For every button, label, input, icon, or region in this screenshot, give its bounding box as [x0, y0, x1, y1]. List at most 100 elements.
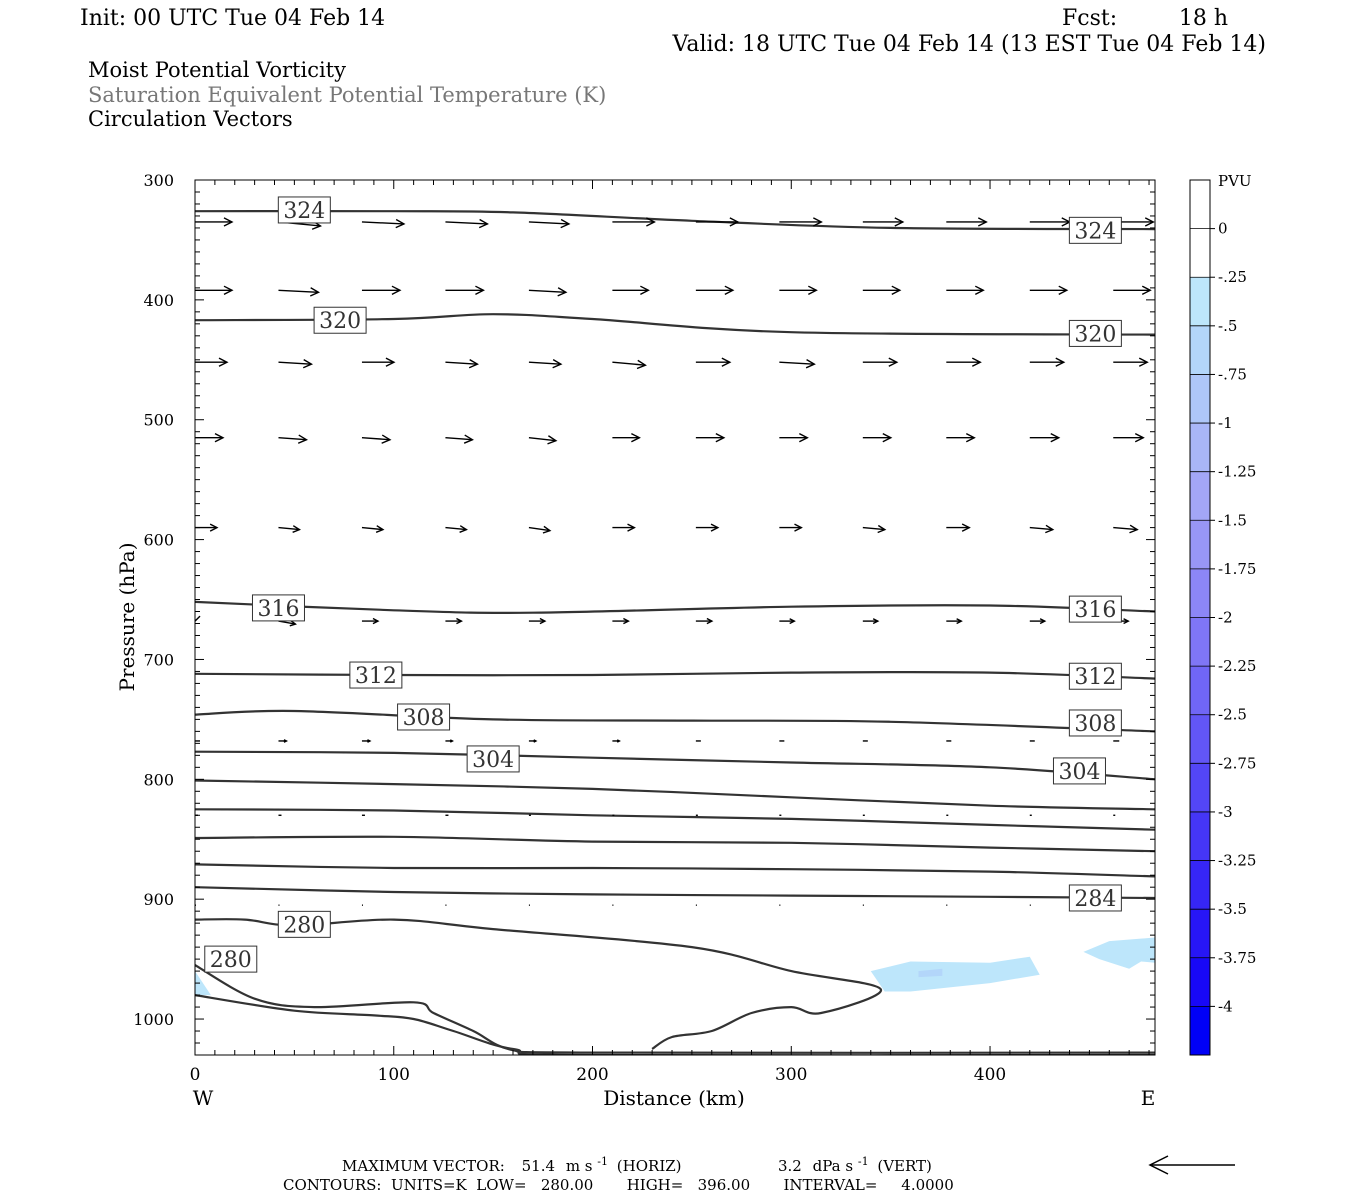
circulation-vector	[361, 617, 380, 625]
colorbar-title: PVU	[1218, 172, 1252, 190]
contour-label-text: 312	[1074, 665, 1116, 690]
circulation-vector	[862, 524, 887, 534]
x-tick-label: 300	[775, 1065, 807, 1085]
circulation-vector	[528, 525, 552, 534]
circulation-vector	[779, 432, 809, 443]
colorbar-swatch	[1190, 860, 1210, 910]
pv-colorbar: 0 -.25 -.5 -.75 -1 -1.25 -1.5 -1.75 -2 -2.25 -2.5 -…	[1189, 179, 1256, 1056]
contour-label-text: 312	[355, 664, 397, 689]
pv-shading-layer	[195, 937, 1155, 996]
west-label: W	[193, 1086, 214, 1110]
circulation-vector	[278, 287, 321, 297]
circulation-vector	[862, 285, 902, 295]
circulation-vector	[862, 217, 905, 227]
contour-label: 280	[277, 910, 331, 938]
circulation-vector	[779, 285, 818, 295]
colorbar-swatch	[1190, 520, 1210, 570]
colorbar-swatch	[1190, 811, 1210, 862]
init-time-label: Init: 00 UTC Tue 04 Feb 14	[80, 6, 385, 31]
circulation-vector	[612, 285, 650, 295]
circulation-vector	[445, 617, 463, 625]
colorbar-tick-label: -.5	[1218, 317, 1237, 335]
max-vector-label: MAXIMUM VECTOR:	[342, 1157, 505, 1175]
circulation-vector	[361, 434, 392, 444]
circulation-vector	[445, 218, 489, 229]
colorbar-tick-label: -3	[1218, 803, 1233, 821]
colorbar-swatch	[1190, 277, 1210, 327]
circulation-vector	[528, 359, 563, 369]
contour-label-text: 304	[1058, 760, 1100, 785]
circulation-vector	[361, 218, 406, 229]
colorbar-tick-label: -.75	[1218, 365, 1247, 383]
forecast-label: Fcst:	[1062, 6, 1117, 31]
circulation-vector	[278, 619, 297, 627]
theta-es-contour-280	[195, 918, 882, 1050]
y-tick-label: 800	[143, 770, 174, 789]
circulation-vector	[445, 434, 474, 444]
circulation-vector	[1029, 618, 1047, 625]
theta-es-contour-line-13	[195, 994, 1155, 1054]
circulation-vector	[1113, 524, 1139, 534]
circulation-vector	[528, 287, 568, 297]
svg-text:3.2 dPa s -1: 3.2 dPa s -1 (VERT)	[778, 1151, 932, 1175]
contour-label: 284	[1068, 884, 1122, 912]
contour-label: 324	[1068, 216, 1122, 244]
contour-label-text: 304	[472, 748, 514, 773]
colorbar-tick-label: -1	[1218, 414, 1233, 432]
axes: 300 400 500 600 700 800 900 1000 0 100 200 300 400	[133, 171, 1155, 1085]
colorbar-swatch	[1190, 374, 1210, 424]
field-title-mpv: Moist Potential Vorticity	[88, 58, 346, 82]
theta-es-contour-line-6	[195, 779, 1155, 811]
colorbar-tick-label: -1.5	[1218, 511, 1247, 529]
circulation-vector	[695, 432, 726, 443]
circulation-vector	[1029, 357, 1066, 367]
circulation-vector	[612, 617, 630, 625]
colorbar-swatch	[1190, 568, 1210, 618]
contour-label: 320	[1068, 319, 1122, 347]
contour-label: 308	[1068, 709, 1122, 737]
circulation-vector	[528, 739, 538, 743]
colorbar-swatch	[1190, 471, 1210, 521]
contour-label-text: 316	[1074, 598, 1116, 623]
field-title-vectors: Circulation Vectors	[88, 107, 293, 131]
y-tick-label: 1000	[133, 1010, 174, 1029]
circulation-vector	[695, 523, 720, 532]
circulation-vector	[612, 217, 656, 227]
contour-label-text: 316	[257, 597, 299, 622]
max-vector-line: MAXIMUM VECTOR: 51.4 m s -1 (HORIZ) 3.2 …	[342, 1151, 932, 1175]
vert-max-value: 3.2	[778, 1157, 802, 1175]
contour-label: 312	[349, 661, 403, 689]
x-tick-label: 200	[576, 1065, 608, 1085]
colorbar-tick-label: -4	[1218, 997, 1233, 1015]
theta-es-contour-324	[195, 210, 1155, 231]
theta-es-contour-316	[195, 600, 1155, 614]
circulation-vector	[1029, 285, 1069, 295]
contour-label: 316	[1068, 595, 1122, 623]
circulation-vector	[445, 525, 468, 533]
circulation-vector	[612, 359, 647, 370]
contour-label: 280	[204, 945, 258, 973]
theta-es-contour-312	[195, 670, 1155, 680]
circulation-vector	[195, 285, 234, 295]
y-tick-label: 400	[143, 291, 174, 310]
circulation-vector	[278, 434, 309, 444]
contour-label-text: 280	[210, 948, 252, 973]
x-tick-label: 400	[974, 1065, 1006, 1085]
colorbar-swatch	[1190, 763, 1210, 813]
vert-tag: (VERT)	[877, 1157, 932, 1175]
circulation-vector	[195, 615, 201, 622]
circulation-vector	[695, 357, 732, 367]
y-tick-label: 900	[143, 890, 174, 909]
circulation-vector	[361, 739, 372, 743]
contour-label-text: 284	[1074, 887, 1116, 912]
svg-text:MAXIMUM VECTOR: 51.4: MAXIMUM VECTOR: 51.4 m s -1 (HORIZ)	[342, 1151, 682, 1175]
circulation-vector	[195, 217, 234, 227]
x-tick-label: 0	[190, 1065, 201, 1085]
contour-label-text: 308	[403, 706, 445, 731]
contour-label-text: 280	[283, 913, 325, 938]
circulation-vector	[1029, 432, 1061, 443]
colorbar-tick-label: -1.25	[1218, 463, 1256, 481]
circulation-vector	[445, 739, 454, 743]
colorbar-tick-label: -1.75	[1218, 560, 1256, 578]
